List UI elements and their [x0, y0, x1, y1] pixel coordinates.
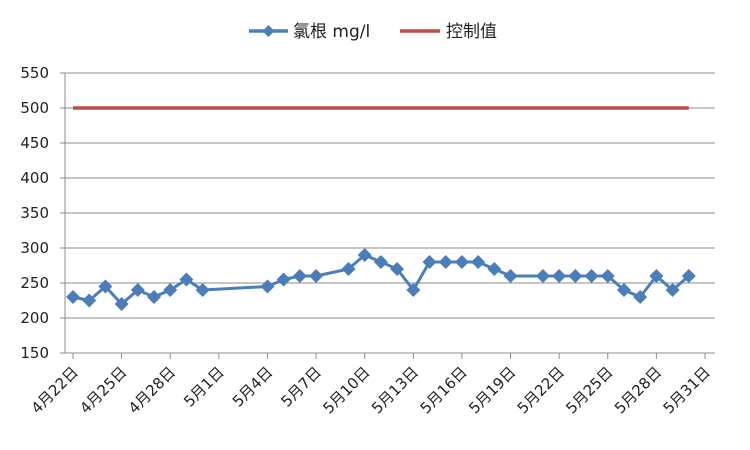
y-tick-label: 250 — [20, 274, 49, 292]
x-tick-label: 5月7日 — [277, 363, 324, 410]
data-point — [503, 269, 518, 283]
data-point — [130, 283, 145, 297]
data-point — [600, 269, 615, 283]
data-point — [66, 290, 80, 304]
y-tick-label: 550 — [20, 64, 49, 82]
data-point — [82, 293, 97, 308]
data-point — [454, 255, 469, 269]
y-tick-label: 450 — [20, 134, 49, 152]
data-point — [163, 283, 178, 297]
data-point — [438, 255, 453, 269]
x-tick-label: 5月16日 — [417, 363, 471, 417]
data-point — [309, 269, 324, 283]
y-tick-label: 400 — [20, 169, 49, 187]
data-point — [147, 290, 162, 304]
y-tick-label: 350 — [20, 204, 49, 222]
data-point — [649, 269, 664, 283]
y-tick-label: 200 — [20, 309, 49, 327]
x-tick-label: 5月19日 — [465, 363, 519, 417]
y-tick-label: 150 — [20, 344, 49, 362]
legend-label-0: 氯根 mg/l — [293, 22, 370, 42]
data-point — [373, 255, 388, 269]
x-tick-label: 5月4日 — [229, 363, 276, 410]
legend: 氯根 mg/l 控制值 — [249, 22, 497, 42]
x-tick-label: 5月25日 — [562, 363, 616, 417]
series-line-0 — [72, 253, 690, 306]
x-tick-label: 5月31日 — [660, 363, 714, 417]
x-tick-label: 5月22日 — [514, 363, 568, 417]
axes: 150 200 250 300 350 400 450 500 550 4月22日4月25日4月2… — [20, 64, 715, 417]
legend-marker-0 — [262, 25, 275, 37]
data-point — [276, 272, 291, 287]
data-point — [422, 255, 437, 269]
data-point — [114, 297, 129, 311]
data-point — [633, 290, 648, 304]
data-point — [406, 283, 421, 297]
data-point — [487, 262, 502, 276]
x-tick-label: 4月25日 — [76, 363, 130, 417]
x-tick-label: 5月28日 — [611, 363, 665, 417]
legend-label-1: 控制值 — [446, 22, 497, 42]
data-point — [584, 269, 599, 283]
data-point — [552, 269, 567, 283]
data-point — [681, 269, 696, 283]
data-point — [260, 279, 275, 294]
data-point — [195, 283, 210, 297]
series-area — [66, 106, 696, 311]
y-tick-label: 500 — [20, 99, 49, 117]
data-point — [535, 269, 550, 283]
data-point — [341, 262, 356, 276]
data-point — [471, 255, 486, 269]
data-point — [568, 269, 583, 283]
data-point — [616, 283, 631, 297]
data-point — [98, 279, 113, 294]
x-tick-label: 4月22日 — [28, 363, 82, 417]
data-point — [292, 269, 307, 283]
data-point — [179, 272, 194, 287]
x-tick-label: 4月28日 — [125, 363, 179, 417]
x-tick-label: 5月1日 — [180, 363, 227, 410]
x-tick-label: 5月13日 — [368, 363, 422, 417]
data-point — [390, 262, 405, 276]
y-tick-label: 300 — [20, 239, 49, 257]
data-point — [357, 248, 372, 262]
data-point — [665, 283, 680, 297]
x-tick-label: 5月10日 — [319, 363, 373, 417]
